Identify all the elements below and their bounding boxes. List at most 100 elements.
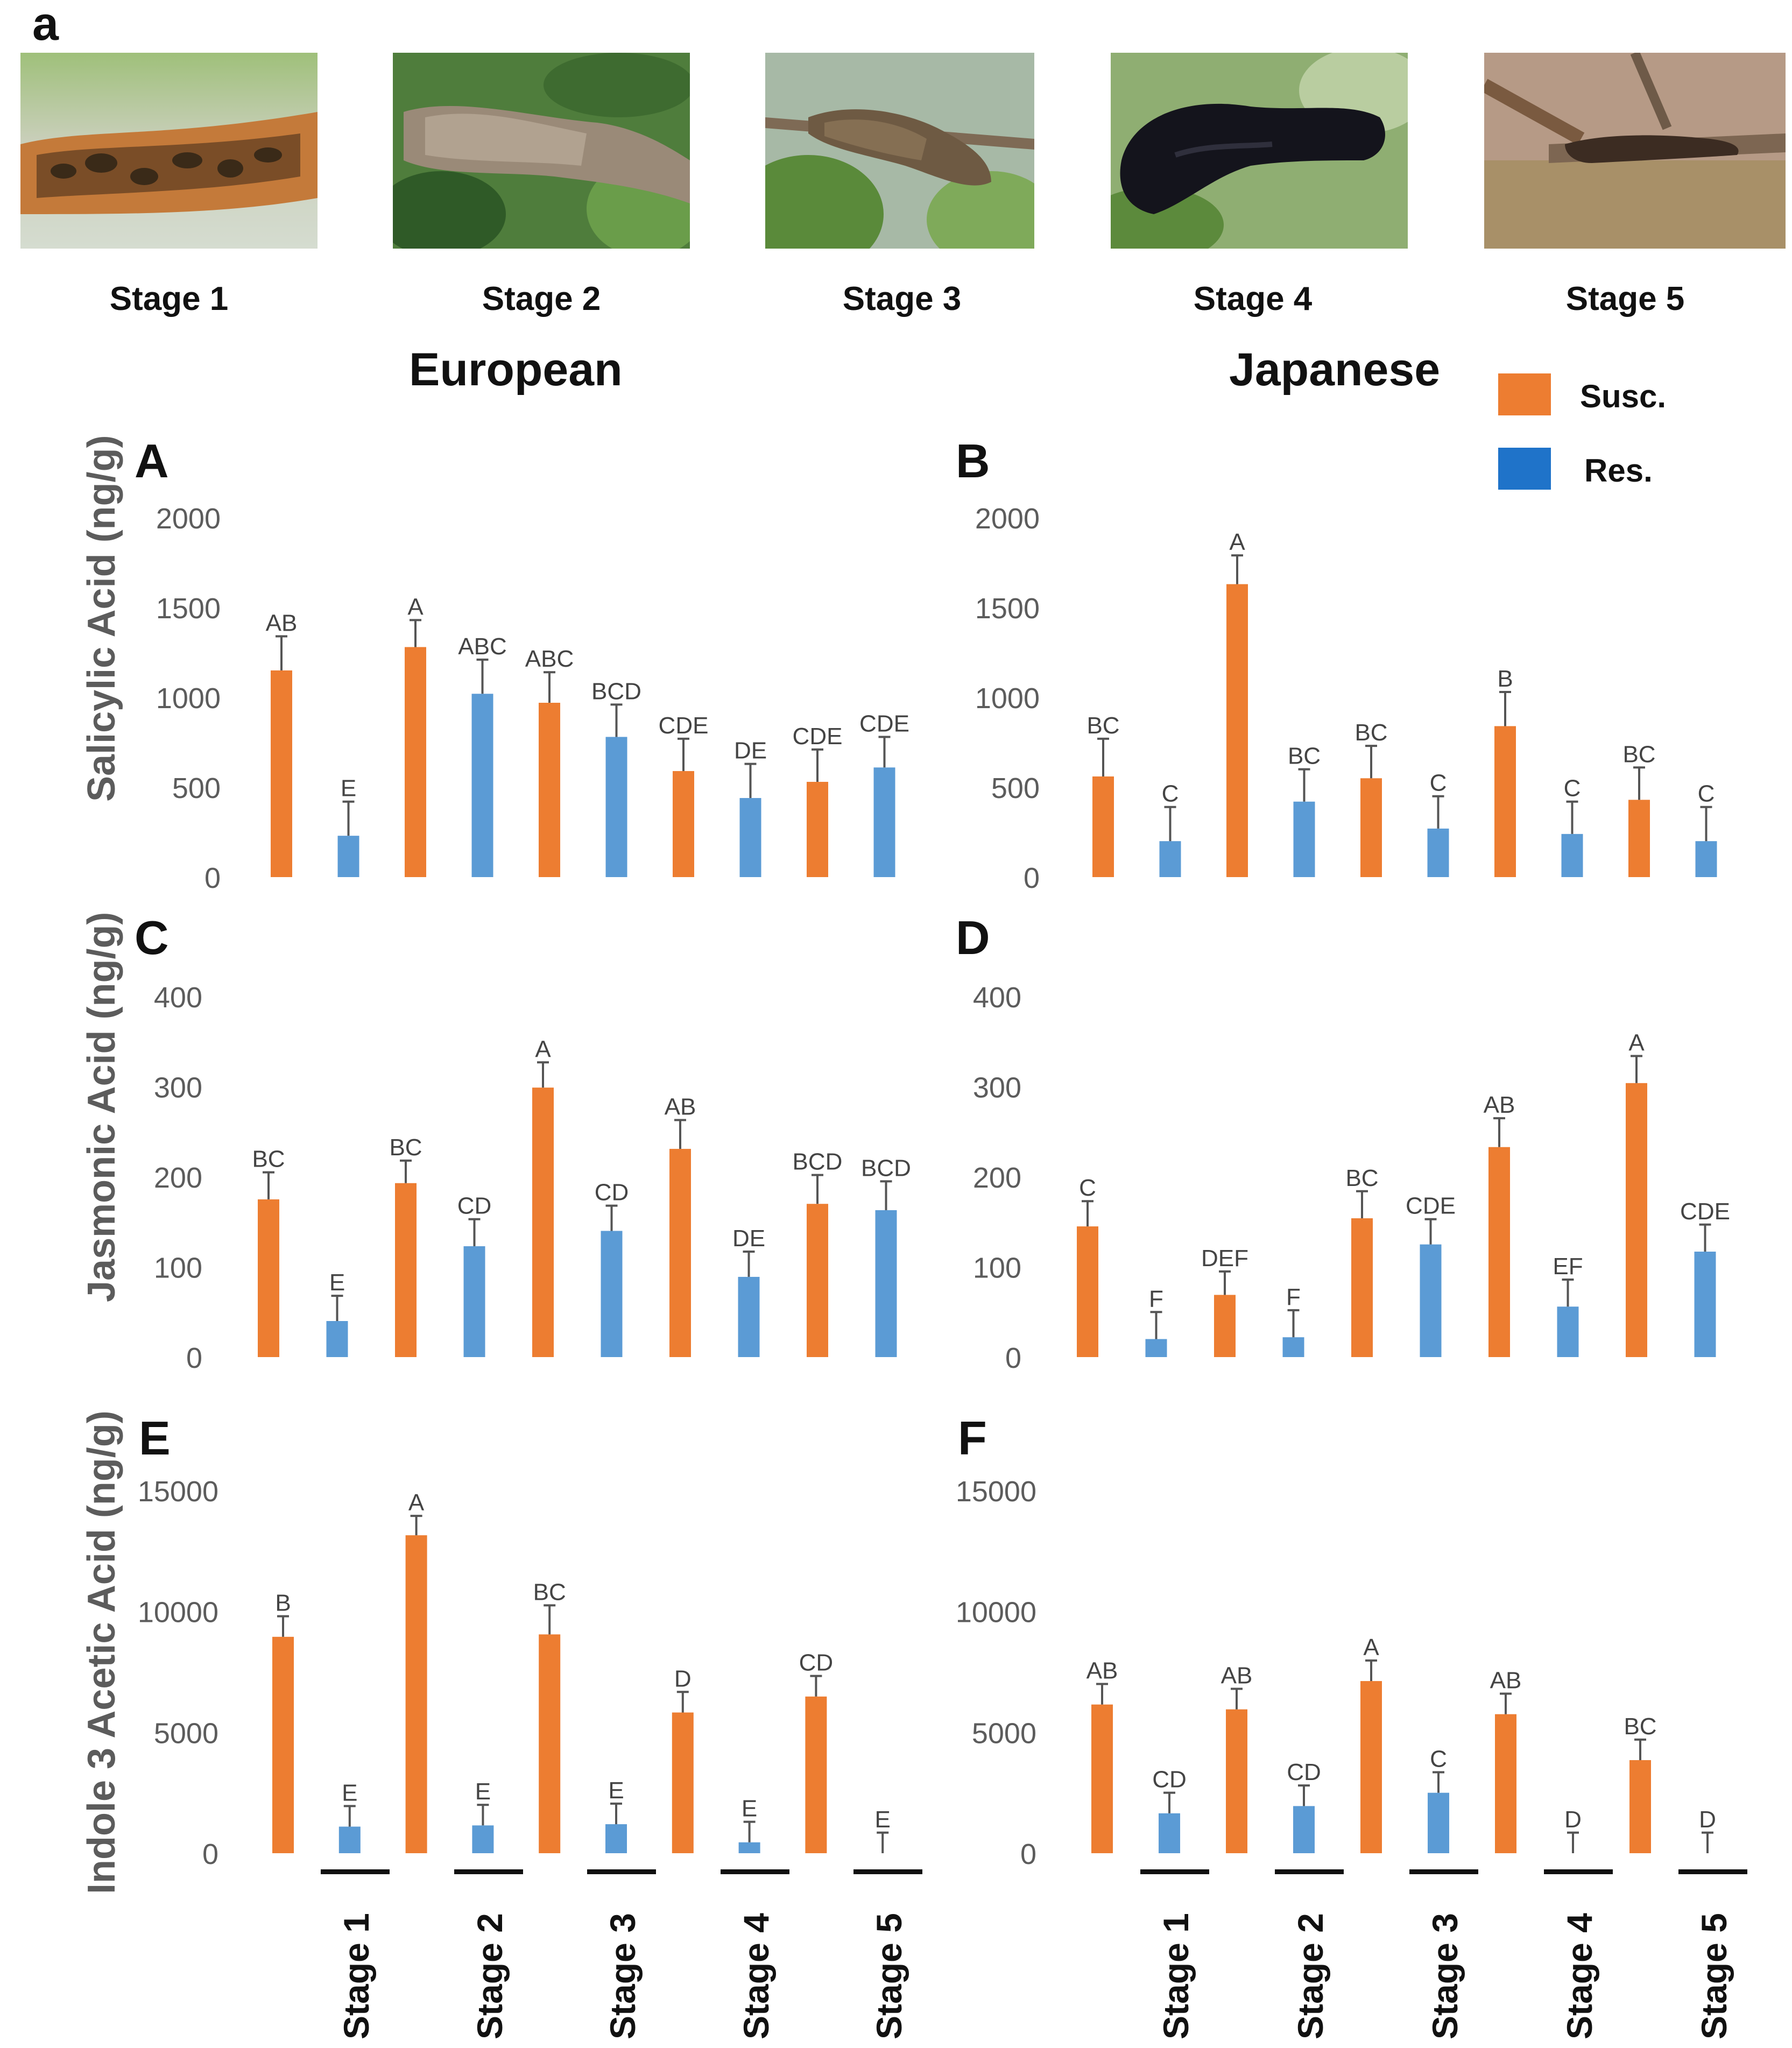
panel-D-ytick-1: 100: [973, 1252, 1021, 1284]
stage-5-photo: [1484, 53, 1786, 249]
panel-F-bar-res-3: [1428, 1792, 1449, 1853]
panel-C-bar-susc-4: [669, 1149, 691, 1357]
panel-letter-B: B: [956, 434, 990, 488]
panel-C-letter-res-1: E: [329, 1269, 345, 1296]
panel-A-bar-res-5: [873, 767, 895, 877]
panel-A-letter-res-3: BCD: [591, 678, 641, 704]
panel-E-letter-susc-4: D: [674, 1665, 692, 1692]
panel-B-letter-susc-5: BC: [1622, 741, 1655, 767]
panel-F-bar-res-1: [1159, 1813, 1180, 1853]
panel-letter-A: A: [135, 434, 169, 488]
stage-caption-2: Stage 2: [482, 280, 601, 317]
panel-B-bar-susc-4: [1494, 726, 1516, 877]
panel-E-bar-res-3: [605, 1824, 627, 1853]
panel-C-letter-res-5: BCD: [861, 1155, 911, 1181]
panel-E-bar-susc-4: [672, 1712, 694, 1853]
panel-F-bar-res-2: [1293, 1806, 1315, 1853]
panel-B-letter-res-1: C: [1162, 781, 1179, 807]
panel-E-bar-res-2: [472, 1825, 494, 1853]
panel-F-letter-res-3: C: [1430, 1746, 1447, 1772]
panel-F-letter-susc-1: AB: [1087, 1657, 1118, 1684]
panel-D-letter-res-3: CDE: [1406, 1193, 1456, 1219]
panel-letter-E: E: [139, 1411, 171, 1465]
panel-E-bar-susc-2: [405, 1535, 427, 1853]
stage-caption-4: Stage 4: [1193, 280, 1313, 317]
panel-F-bar-susc-5: [1629, 1760, 1651, 1853]
panel-E-ytick-0: 0: [202, 1838, 218, 1870]
panel-B-letter-susc-1: BC: [1087, 712, 1119, 739]
panel-D-letter-susc-3: BC: [1345, 1165, 1378, 1191]
bottom-bracket-japanese-1: [1140, 1869, 1209, 1874]
panel-B-letter-res-2: BC: [1288, 743, 1321, 769]
panel-D-ytick-2: 200: [973, 1162, 1021, 1194]
panel-C-ytick-4: 400: [154, 981, 202, 1014]
bottom-stage-label-japanese-1: Stage 1: [1155, 1913, 1196, 2039]
panel-E-letter-susc-1: B: [275, 1590, 291, 1616]
bottom-bracket-japanese-2: [1274, 1869, 1344, 1874]
panel-D-ytick-3: 300: [973, 1072, 1021, 1104]
panel-F-letter-susc-2: AB: [1221, 1662, 1253, 1689]
panel-D-bar-res-2: [1282, 1337, 1304, 1357]
panel-B-letter-res-4: C: [1564, 775, 1581, 802]
bottom-bracket-japanese-4: [1543, 1869, 1613, 1874]
panel-D-bar-res-5: [1694, 1252, 1716, 1357]
panel-E-ytick-1: 5000: [154, 1717, 218, 1749]
panel-C-ytick-1: 100: [154, 1252, 202, 1284]
legend-swatch-res: [1498, 448, 1551, 490]
panel-B-bar-susc-5: [1628, 800, 1650, 877]
panel-A-ytick-3: 1500: [156, 592, 221, 625]
panel-letter-D: D: [956, 911, 990, 964]
panel-E-bar-res-4: [738, 1842, 760, 1853]
panel-E-letter-res-4: E: [742, 1796, 757, 1822]
panel-B-bar-susc-2: [1226, 584, 1248, 877]
panel-B-ytick-2: 1000: [975, 682, 1040, 715]
bottom-stage-label-japanese-3: Stage 3: [1424, 1913, 1465, 2039]
panel-D-letter-res-2: F: [1286, 1284, 1301, 1310]
bottom-stage-label-european-3: Stage 3: [603, 1913, 643, 2039]
panel-F-bar-susc-3: [1360, 1681, 1382, 1853]
panel-A-bar-res-1: [337, 836, 359, 877]
figure-label: a: [32, 0, 59, 50]
panel-C-bar-susc-1: [258, 1199, 279, 1357]
bottom-stage-label-european-5: Stage 5: [869, 1913, 909, 2039]
panel-B-letter-susc-4: B: [1497, 666, 1513, 692]
panel-F-letter-res-5: D: [1699, 1806, 1716, 1833]
panel-B-letter-res-3: C: [1430, 770, 1447, 796]
panel-F-bar-susc-4: [1495, 1714, 1516, 1853]
panel-A-letter-susc-4: CDE: [659, 712, 709, 739]
panel-D-bar-res-3: [1420, 1244, 1442, 1357]
panel-E-bar-susc-1: [272, 1636, 294, 1853]
panel-D-letter-res-5: CDE: [1680, 1198, 1730, 1225]
panel-B-ytick-1: 500: [991, 772, 1040, 804]
panel-C-letter-susc-4: AB: [665, 1093, 696, 1120]
panel-B-letter-susc-3: BC: [1354, 719, 1387, 746]
bottom-bracket-european-4: [720, 1869, 789, 1874]
bottom-bracket-european-2: [454, 1869, 523, 1874]
panel-A-letter-res-2: ABC: [458, 633, 506, 660]
panel-C-bar-susc-2: [395, 1183, 417, 1357]
panel-B-ytick-4: 2000: [975, 503, 1040, 535]
panel-E-bar-susc-3: [539, 1634, 561, 1853]
panel-F-ytick-1: 5000: [972, 1717, 1036, 1749]
bottom-bracket-japanese-5: [1678, 1869, 1747, 1874]
panel-A-bar-res-2: [471, 694, 493, 877]
panel-A-bar-res-4: [739, 798, 761, 877]
group-title-japanese: Japanese: [1229, 344, 1441, 396]
panel-F-letter-res-1: CD: [1152, 1767, 1187, 1793]
panel-C-ytick-0: 0: [186, 1342, 202, 1374]
panel-B-ytick-3: 1500: [975, 592, 1040, 625]
bottom-bracket-european-5: [853, 1869, 923, 1874]
panel-A-letter-res-5: CDE: [859, 710, 909, 737]
panel-E-ytick-3: 15000: [138, 1475, 218, 1508]
panel-E-letter-susc-5: CD: [799, 1650, 834, 1676]
panel-D-ytick-4: 400: [973, 981, 1021, 1014]
panel-A-letter-res-4: DE: [734, 738, 767, 764]
panel-A-bar-susc-4: [673, 771, 694, 877]
panel-D-ytick-0: 0: [1005, 1342, 1021, 1374]
panel-E-letter-res-5: E: [875, 1806, 891, 1833]
panel-C-bar-susc-5: [807, 1204, 828, 1357]
legend-label-susc: Susc.: [1580, 378, 1667, 414]
panel-D-bar-susc-4: [1488, 1147, 1510, 1357]
panel-D-letter-susc-5: A: [1628, 1030, 1645, 1056]
panel-D-bar-susc-2: [1214, 1295, 1236, 1357]
